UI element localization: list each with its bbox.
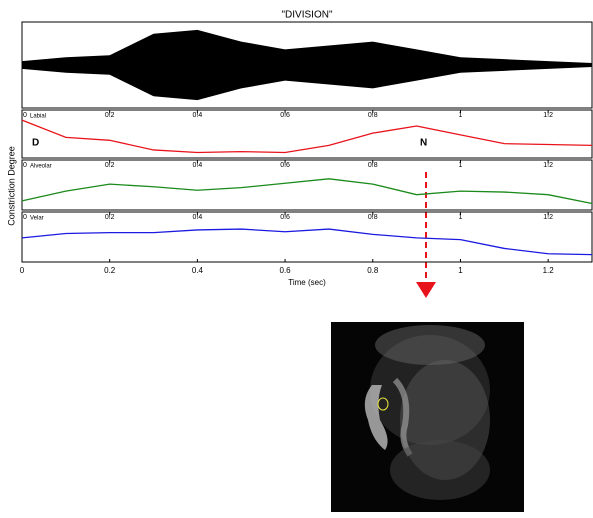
- inner-x-tick-label: 0: [23, 214, 27, 221]
- inner-x-tick-label: 0: [23, 162, 27, 169]
- annotation: D: [32, 138, 39, 149]
- panel-label: Labial: [30, 114, 46, 120]
- x-tick-label: 0.8: [367, 266, 379, 275]
- inner-x-tick-label: 0!4: [193, 162, 203, 169]
- x-tick-label: 0: [20, 266, 25, 275]
- panel-label: Alveolar: [30, 164, 52, 170]
- inner-x-tick-label: 1: [459, 214, 463, 221]
- panel-label: Velar: [30, 216, 44, 222]
- inner-x-tick-label: 0!4: [193, 214, 203, 221]
- x-tick-label: 1: [458, 266, 463, 275]
- annotation: N: [420, 138, 427, 149]
- inner-x-tick-label: 0!8: [368, 112, 378, 119]
- x-tick-label: 0.6: [280, 266, 292, 275]
- inner-x-tick-label: 0!2: [105, 162, 115, 169]
- inner-x-tick-label: 0!2: [105, 214, 115, 221]
- y-axis-label: Constriction Degree: [6, 146, 16, 226]
- inner-x-tick-label: 0!8: [368, 162, 378, 169]
- x-tick-label: 0.4: [192, 266, 204, 275]
- inner-x-tick-label: 0!6: [280, 214, 290, 221]
- x-axis-label: Time (sec): [288, 278, 326, 287]
- trajectory: [21, 228, 593, 256]
- panel-frame: [21, 109, 593, 159]
- inner-x-tick-label: 0: [23, 112, 27, 119]
- inner-x-tick-label: 0!4: [193, 112, 203, 119]
- x-tick-label: 1.2: [543, 266, 555, 275]
- arrow-head: [416, 282, 436, 298]
- inner-x-tick-label: 0!6: [280, 162, 290, 169]
- inner-x-tick-label: 0!2: [105, 112, 115, 119]
- trajectory: [21, 178, 593, 205]
- inner-x-tick-label: 1!2: [543, 112, 553, 119]
- trajectory: [21, 119, 593, 154]
- panel-frame: [21, 211, 593, 263]
- inner-x-tick-label: 1: [459, 162, 463, 169]
- inner-x-tick-label: 1: [459, 112, 463, 119]
- x-tick-label: 0.2: [104, 266, 116, 275]
- inner-x-tick-label: 1!2: [543, 162, 553, 169]
- panel-frame: [21, 159, 593, 211]
- mri-image: [331, 322, 524, 512]
- chart-title: "DIVISION": [282, 10, 333, 21]
- inner-x-tick-label: 0!8: [368, 214, 378, 221]
- inner-x-tick-label: 0!6: [280, 112, 290, 119]
- inner-x-tick-label: 1!2: [543, 214, 553, 221]
